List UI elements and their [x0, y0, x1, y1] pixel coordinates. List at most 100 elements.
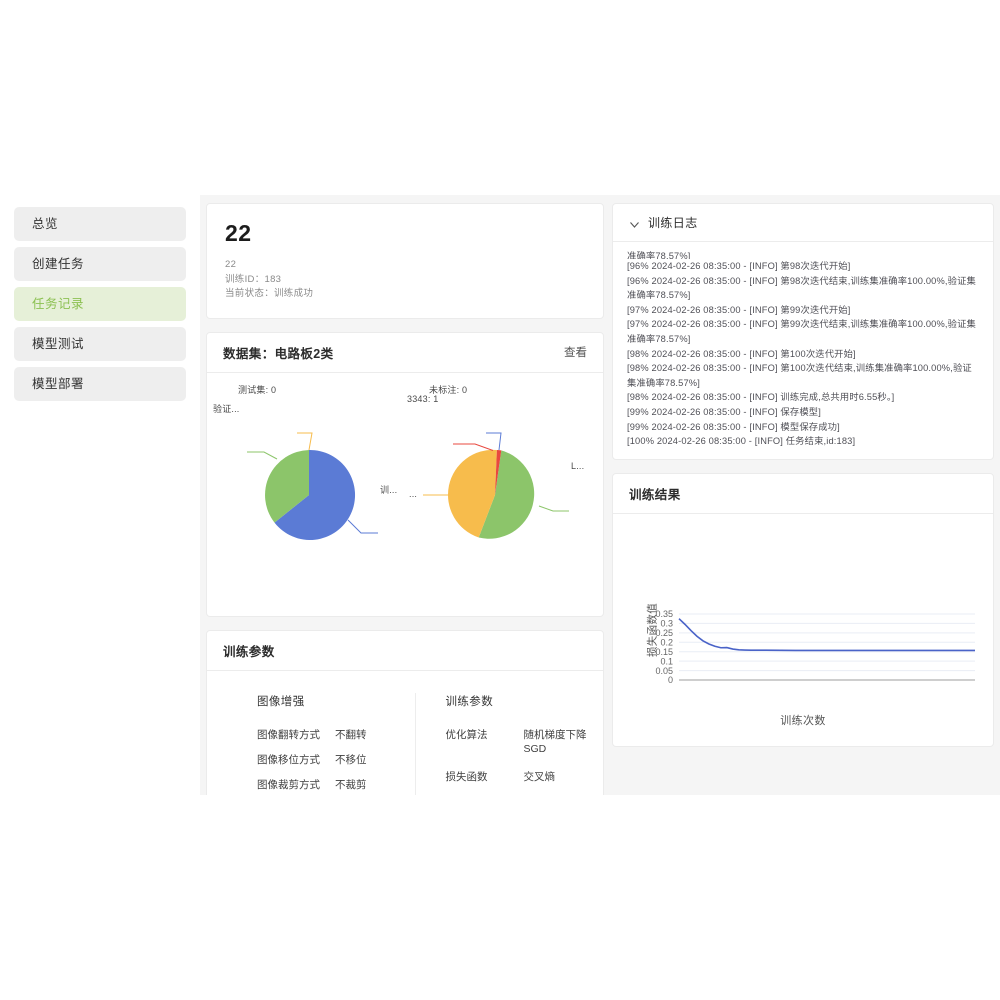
param-value: 交叉熵: [523, 770, 556, 783]
chart-y-tick-label: 0.25: [655, 628, 673, 638]
pie-leader-3343: [453, 443, 494, 451]
dataset-pie-charts: 测试集: 0 验证... 训...: [207, 373, 603, 616]
training-result-header: 训练结果: [613, 474, 993, 514]
status-text: 当前状态：训练成功: [225, 288, 314, 299]
param-value: 不移位: [335, 753, 367, 766]
right-column: 训练日志 准确率78.57%] [96% 2024-02-26 08:35:00…: [612, 203, 994, 795]
training-result-title: 训练结果: [629, 487, 681, 502]
log-line: [96% 2024-02-26 08:35:00 - [INFO] 第98次迭代…: [627, 275, 976, 301]
sidebar-item-model-test[interactable]: 模型测试: [14, 327, 186, 361]
pie-leader-l: [538, 505, 569, 511]
log-line: [100% 2024-02-26 08:35:00 - [INFO] 任务结束,…: [627, 436, 856, 447]
chart-y-tick-label: 0.05: [655, 665, 673, 675]
log-line: [98% 2024-02-26 08:35:00 - [INFO] 第100次迭…: [627, 348, 856, 359]
sidebar-item-label: 总览: [32, 217, 59, 231]
sidebar-item-label: 创建任务: [32, 257, 85, 271]
sidebar-item-label: 模型测试: [32, 337, 85, 351]
sidebar: 总览 创建任务 任务记录 模型测试 模型部署: [0, 195, 200, 795]
pie-label-test: 测试集: 0: [238, 384, 277, 395]
log-line: [96% 2024-02-26 08:35:00 - [INFO] 第98次迭代…: [627, 261, 851, 271]
pie-slice-val: [265, 449, 309, 523]
training-params-title: 训练参数: [223, 644, 275, 659]
sidebar-item-label: 模型部署: [32, 377, 85, 391]
dataset-card: 数据集：电路板2类 查看: [206, 331, 604, 617]
left-column: 22 22 训练ID：183 当前状态：训练成功 数据集：电路板2类 查看: [206, 203, 604, 795]
param-key: 损失函数: [445, 770, 488, 783]
params-group-training: 训练参数 优化算法 随机梯度下降SGD 损失函数 交叉熵: [414, 692, 604, 795]
param-value: 不裁剪: [335, 778, 367, 791]
chevron-down-icon[interactable]: [629, 217, 640, 228]
pie-label-train: 训...: [380, 484, 398, 495]
pie-slice-other: [447, 449, 497, 537]
sidebar-item-label: 任务记录: [32, 297, 85, 311]
train-id: 训练ID：183: [225, 273, 282, 285]
param-row: 损失函数 交叉熵: [446, 770, 604, 784]
pie-labels-svg: [423, 432, 569, 539]
training-log-card: 训练日志 准确率78.57%] [96% 2024-02-26 08:35:00…: [612, 203, 994, 460]
pie-split-svg: [247, 432, 378, 540]
pie-chart-labels: 未标注: 0 3343: 1 ... L...: [397, 373, 593, 616]
pie-slice-l: [478, 449, 535, 539]
param-key: 图像移位方式: [257, 753, 320, 766]
dataset-card-header: 数据集：电路板2类 查看: [207, 333, 603, 373]
params-group-heading: 图像增强: [257, 695, 305, 708]
pie-slice-3343: [495, 449, 502, 495]
pie-leader-val: [247, 451, 278, 459]
chart-y-tick-label: 0.15: [655, 647, 673, 657]
param-row: 优化算法 随机梯度下降SGD: [446, 728, 604, 756]
log-line: [97% 2024-02-26 08:35:00 - [INFO] 第99次迭代…: [627, 319, 976, 344]
training-log-body[interactable]: 准确率78.57%] [96% 2024-02-26 08:35:00 - [I…: [613, 242, 993, 459]
param-row: 图像裁剪方式 不裁剪: [257, 778, 415, 792]
pie-slice-train: [274, 449, 356, 540]
training-params-card: 训练参数 图像增强 图像翻转方式 不翻转 图像移位方式 不移位: [206, 629, 604, 796]
pie-label-val: 验证...: [213, 403, 240, 414]
training-log-title: 训练日志: [648, 216, 698, 230]
dataset-view-link[interactable]: 查看: [564, 347, 587, 359]
main-content: 22 22 训练ID：183 当前状态：训练成功 数据集：电路板2类 查看: [200, 195, 1000, 795]
sidebar-item-create-task[interactable]: 创建任务: [14, 247, 186, 281]
sidebar-item-overview[interactable]: 总览: [14, 207, 186, 241]
pie-leader-unlabeled: [486, 432, 502, 450]
log-line: [99% 2024-02-26 08:35:00 - [INFO] 模型保存成功…: [627, 421, 840, 432]
loss-curve: [678, 617, 975, 651]
task-summary-body: 22 22 训练ID：183 当前状态：训练成功: [207, 204, 603, 318]
training-params-body: 图像增强 图像翻转方式 不翻转 图像移位方式 不移位 图像裁剪方式 不裁剪: [207, 671, 604, 796]
task-summary-card: 22 22 训练ID：183 当前状态：训练成功: [206, 203, 604, 319]
chart-y-tick-label: 0: [668, 675, 673, 685]
training-log-header[interactable]: 训练日志: [613, 204, 993, 242]
chart-y-tick-label: 0.2: [660, 637, 673, 647]
loss-line-chart: 00.050.10.150.20.250.30.35: [655, 609, 975, 685]
log-line: [97% 2024-02-26 08:35:00 - [INFO] 第99次迭代…: [627, 304, 851, 315]
log-line: [99% 2024-02-26 08:35:00 - [INFO] 保存模型]: [627, 406, 821, 417]
chart-x-axis-label: 训练次数: [780, 714, 826, 727]
param-value: 随机梯度下降SGD: [523, 728, 587, 755]
param-row: 图像翻转方式 不翻转: [257, 728, 415, 742]
chart-y-tick-label: 0.35: [655, 609, 673, 619]
pie-label-other: ...: [409, 488, 418, 499]
chart-y-tick-label: 0.3: [660, 618, 673, 628]
chart-y-tick-label: 0.1: [660, 656, 673, 666]
pie-label-l: L...: [571, 460, 585, 471]
param-row: 图像移位方式 不移位: [257, 753, 415, 767]
param-value: 不翻转: [335, 728, 367, 741]
log-line: 准确率78.57%]: [627, 251, 691, 259]
page-title: 22: [225, 220, 252, 246]
pie-label-3343: 3343: 1: [407, 393, 439, 404]
training-result-body: 损失函数值 0 0.05 0.1 0.15 0.2 0.25 0.3 0.35 训练次数: [613, 514, 993, 746]
app-viewport: 总览 创建任务 任务记录 模型测试 模型部署 22 22 训练ID：183: [0, 195, 1000, 795]
param-key: 优化算法: [445, 728, 488, 741]
log-line: [98% 2024-02-26 08:35:00 - [INFO] 训练完成,总…: [627, 392, 895, 403]
params-group-augmentation: 图像增强 图像翻转方式 不翻转 图像移位方式 不移位 图像裁剪方式 不裁剪: [207, 693, 415, 796]
pie-label-unlabeled: 未标注: 0: [429, 384, 468, 395]
param-key: 图像翻转方式: [257, 728, 320, 741]
training-result-card: 训练结果 损失函数值 0 0.05 0.1 0.15 0.2 0.25 0.3 0.35 训练…: [612, 472, 994, 747]
dataset-title: 数据集：电路板2类: [223, 346, 334, 361]
sidebar-item-task-records[interactable]: 任务记录: [14, 287, 186, 321]
log-line: [98% 2024-02-26 08:35:00 - [INFO] 第100次迭…: [627, 363, 972, 388]
params-group-heading: 训练参数: [445, 695, 494, 708]
pie-chart-split: 测试集: 0 验证... 训...: [211, 373, 407, 616]
pie-leader-train: [347, 519, 378, 533]
sidebar-item-model-deploy[interactable]: 模型部署: [14, 367, 186, 401]
task-name: 22: [225, 259, 237, 270]
pie-leader-test: [297, 432, 313, 450]
